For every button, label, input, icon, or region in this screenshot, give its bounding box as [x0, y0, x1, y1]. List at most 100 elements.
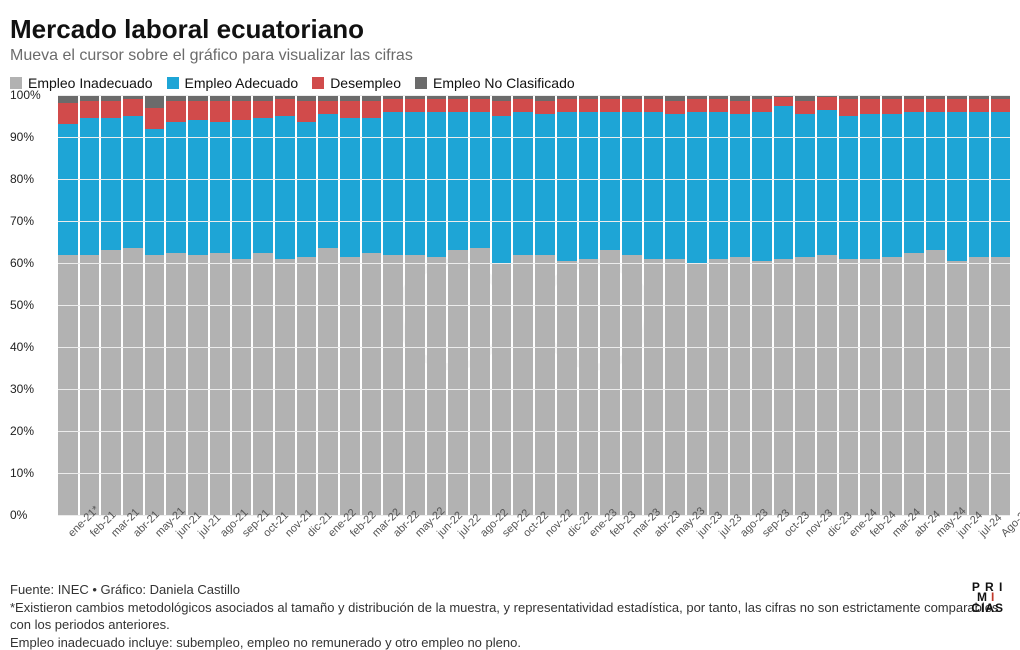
- bar-segment-inadecuado[interactable]: [253, 253, 273, 516]
- bar-segment-adecuado[interactable]: [926, 112, 946, 251]
- legend-item[interactable]: Empleo No Clasificado: [415, 75, 575, 91]
- bar-segment-desempleo[interactable]: [513, 99, 533, 112]
- bar-segment-desempleo[interactable]: [80, 101, 100, 118]
- bar-segment-desempleo[interactable]: [644, 99, 664, 112]
- bar-segment-inadecuado[interactable]: [166, 253, 186, 516]
- bar-segment-desempleo[interactable]: [904, 99, 924, 112]
- bar-segment-inadecuado[interactable]: [947, 261, 967, 515]
- bar-segment-inadecuado[interactable]: [145, 255, 165, 515]
- bar-segment-inadecuado[interactable]: [709, 259, 729, 515]
- bar-segment-adecuado[interactable]: [448, 112, 468, 251]
- bar-segment-desempleo[interactable]: [58, 103, 78, 124]
- bar-segment-adecuado[interactable]: [427, 112, 447, 257]
- bar-segment-inadecuado[interactable]: [188, 255, 208, 515]
- bar-segment-adecuado[interactable]: [383, 112, 403, 255]
- bar-segment-adecuado[interactable]: [210, 122, 230, 252]
- bar-segment-adecuado[interactable]: [145, 129, 165, 255]
- bar-segment-desempleo[interactable]: [557, 99, 577, 112]
- bar-segment-adecuado[interactable]: [362, 118, 382, 252]
- bar-segment-inadecuado[interactable]: [644, 259, 664, 515]
- bar-segment-desempleo[interactable]: [188, 101, 208, 120]
- bar-segment-adecuado[interactable]: [687, 112, 707, 263]
- bar-segment-inadecuado[interactable]: [752, 261, 772, 515]
- bar-segment-desempleo[interactable]: [318, 101, 338, 114]
- bar-segment-inadecuado[interactable]: [362, 253, 382, 516]
- bar-segment-inadecuado[interactable]: [470, 248, 490, 515]
- legend-item[interactable]: Desempleo: [312, 75, 401, 91]
- bar-segment-adecuado[interactable]: [622, 112, 642, 255]
- bar-segment-adecuado[interactable]: [752, 112, 772, 261]
- bar-segment-inadecuado[interactable]: [427, 257, 447, 515]
- bar-segment-inadecuado[interactable]: [622, 255, 642, 515]
- bar-segment-adecuado[interactable]: [709, 112, 729, 259]
- bar-segment-desempleo[interactable]: [730, 101, 750, 114]
- bar-segment-adecuado[interactable]: [947, 112, 967, 261]
- bar-segment-adecuado[interactable]: [644, 112, 664, 259]
- bar-segment-adecuado[interactable]: [817, 110, 837, 255]
- bar-segment-inadecuado[interactable]: [535, 255, 555, 515]
- bar-segment-inadecuado[interactable]: [210, 253, 230, 516]
- bar-segment-desempleo[interactable]: [383, 99, 403, 112]
- bar-segment-adecuado[interactable]: [600, 112, 620, 251]
- bar-segment-desempleo[interactable]: [405, 99, 425, 112]
- bar-segment-adecuado[interactable]: [513, 112, 533, 255]
- bar-segment-desempleo[interactable]: [448, 99, 468, 112]
- bar-segment-desempleo[interactable]: [535, 101, 555, 114]
- bar-segment-adecuado[interactable]: [969, 112, 989, 257]
- bar-segment-inadecuado[interactable]: [340, 257, 360, 515]
- bar-segment-inadecuado[interactable]: [860, 259, 880, 515]
- bar-segment-desempleo[interactable]: [253, 101, 273, 118]
- bar-segment-adecuado[interactable]: [253, 118, 273, 252]
- bar-segment-adecuado[interactable]: [795, 114, 815, 257]
- bar-segment-desempleo[interactable]: [123, 99, 143, 116]
- bar-segment-desempleo[interactable]: [275, 99, 295, 116]
- bar-segment-inadecuado[interactable]: [318, 248, 338, 515]
- bar-segment-adecuado[interactable]: [123, 116, 143, 248]
- bar-segment-inadecuado[interactable]: [58, 255, 78, 515]
- bar-segment-desempleo[interactable]: [470, 99, 490, 112]
- bar-segment-adecuado[interactable]: [58, 124, 78, 254]
- bar-segment-adecuado[interactable]: [80, 118, 100, 255]
- bar-segment-adecuado[interactable]: [991, 112, 1011, 257]
- bar-segment-inadecuado[interactable]: [557, 261, 577, 515]
- bar-segment-inadecuado[interactable]: [991, 257, 1011, 515]
- bar-segment-inadecuado[interactable]: [926, 250, 946, 515]
- bar-segment-inadecuado[interactable]: [579, 259, 599, 515]
- bar-segment-adecuado[interactable]: [579, 112, 599, 259]
- bar-segment-adecuado[interactable]: [882, 114, 902, 257]
- bar-segment-adecuado[interactable]: [188, 120, 208, 254]
- bar-segment-inadecuado[interactable]: [969, 257, 989, 515]
- bar-segment-desempleo[interactable]: [752, 99, 772, 112]
- bar-segment-desempleo[interactable]: [795, 101, 815, 114]
- bar-segment-desempleo[interactable]: [210, 101, 230, 122]
- bar-segment-adecuado[interactable]: [665, 114, 685, 259]
- bar-segment-adecuado[interactable]: [492, 116, 512, 263]
- bar-segment-inadecuado[interactable]: [123, 248, 143, 515]
- bar-segment-inadecuado[interactable]: [383, 255, 403, 515]
- bar-segment-desempleo[interactable]: [860, 99, 880, 114]
- bar-segment-desempleo[interactable]: [665, 101, 685, 114]
- bar-segment-desempleo[interactable]: [232, 101, 252, 120]
- bar-segment-adecuado[interactable]: [166, 122, 186, 252]
- bar-segment-inadecuado[interactable]: [405, 255, 425, 515]
- bar-segment-inadecuado[interactable]: [665, 259, 685, 515]
- bar-segment-desempleo[interactable]: [101, 101, 121, 118]
- bar-segment-no_clasificado[interactable]: [145, 95, 165, 108]
- bar-segment-desempleo[interactable]: [969, 99, 989, 112]
- bar-segment-inadecuado[interactable]: [882, 257, 902, 515]
- bar-segment-desempleo[interactable]: [622, 99, 642, 112]
- bar-segment-desempleo[interactable]: [362, 101, 382, 118]
- bar-segment-adecuado[interactable]: [730, 114, 750, 257]
- bar-segment-inadecuado[interactable]: [513, 255, 533, 515]
- bar-segment-desempleo[interactable]: [340, 101, 360, 118]
- bar-segment-inadecuado[interactable]: [101, 250, 121, 515]
- legend-item[interactable]: Empleo Adecuado: [167, 75, 299, 91]
- bar-segment-adecuado[interactable]: [774, 106, 794, 259]
- bar-segment-adecuado[interactable]: [904, 112, 924, 253]
- bar-segment-desempleo[interactable]: [774, 97, 794, 105]
- bar-segment-inadecuado[interactable]: [730, 257, 750, 515]
- bar-segment-adecuado[interactable]: [557, 112, 577, 261]
- bar-segment-desempleo[interactable]: [145, 108, 165, 129]
- bar-segment-adecuado[interactable]: [297, 122, 317, 256]
- bar-segment-desempleo[interactable]: [926, 99, 946, 112]
